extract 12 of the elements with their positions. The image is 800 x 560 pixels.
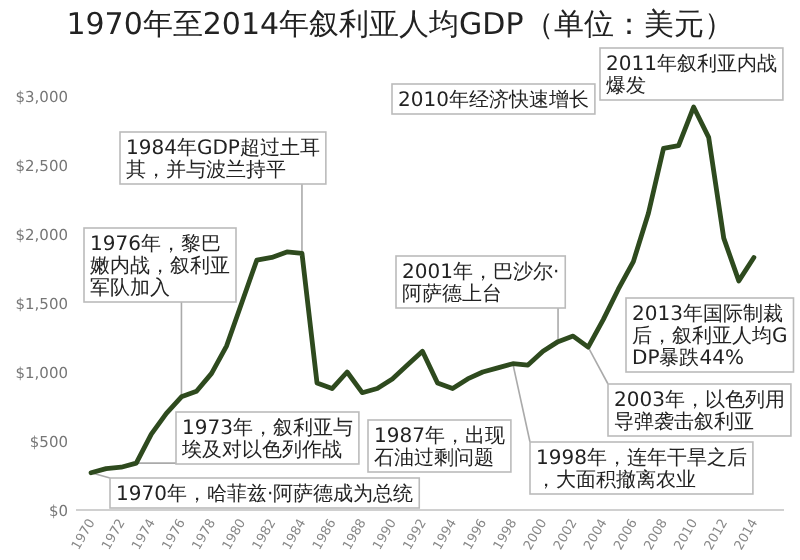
annotation: 2013年国际制裁后，叙利亚人均GDP暴跌44% <box>632 302 788 370</box>
annotation: 2011年叙利亚内战爆发 <box>606 52 777 98</box>
annotation: 2003年，以色列用导弹袭击叙利亚 <box>614 388 785 434</box>
annotation: 1976年，黎巴嫩内战，叙利亚军队加入 <box>90 232 230 300</box>
annotation: 1984年GDP超过土耳其，并与波兰持平 <box>126 136 320 182</box>
annotation: 1973年，叙利亚与埃及对以色列作战 <box>180 416 353 462</box>
annotation: 1987年，出现石油过剩问题 <box>374 424 505 470</box>
annotation: 2010年经济快速增长 <box>398 88 589 112</box>
chart-title: 1970年至2014年叙利亚人均GDP（单位：美元） <box>66 6 734 42</box>
annotation: 1998年，连年干旱之后，大面积撤离农业 <box>536 446 747 492</box>
annotation: 1970年，哈菲兹·阿萨德成为总统 <box>116 482 414 506</box>
annotation: 2001年，巴沙尔·阿萨德上台 <box>402 260 560 306</box>
